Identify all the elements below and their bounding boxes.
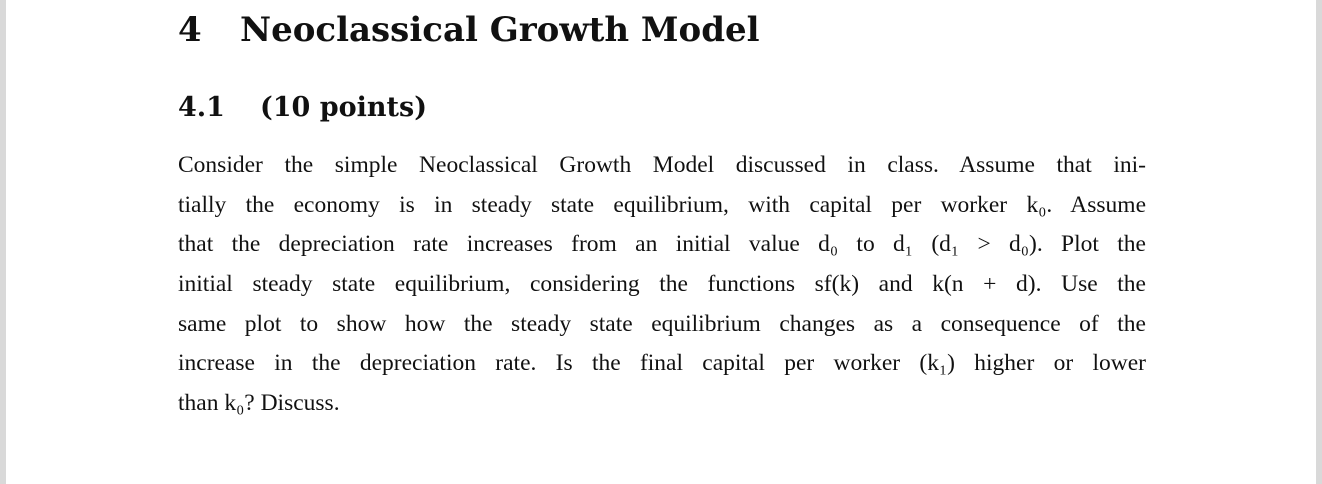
- section-title-text: Neoclassical Growth Model: [240, 10, 760, 50]
- paragraph-line: same plot to show how the steady state e…: [178, 310, 1146, 337]
- paragraph-line: that the depreciation rate increases fro…: [178, 231, 1146, 258]
- paragraph-line: tially the economy is in steady state eq…: [178, 191, 1146, 218]
- paragraph-line: increase in the depreciation rate. Is th…: [178, 350, 1146, 377]
- subsection-heading: 4.1 (10 points): [178, 88, 427, 128]
- question-paragraph: Consider the simple Neoclassical Growth …: [178, 146, 1146, 424]
- subsection-title-text: (10 points): [260, 92, 427, 123]
- page-edge-right: [1316, 0, 1322, 484]
- page-edge-left: [0, 0, 6, 484]
- paragraph-line: than k₀? Discuss.: [178, 390, 340, 417]
- section-heading: 4 Neoclassical Growth Model: [178, 8, 760, 52]
- section-number: 4: [178, 10, 202, 50]
- paragraph-line: Consider the simple Neoclassical Growth …: [178, 152, 1146, 178]
- subsection-number: 4.1: [178, 92, 225, 123]
- paragraph-line: initial steady state equilibrium, consid…: [178, 271, 1146, 298]
- document-page: 4 Neoclassical Growth Model 4.1 (10 points…: [6, 0, 1316, 484]
